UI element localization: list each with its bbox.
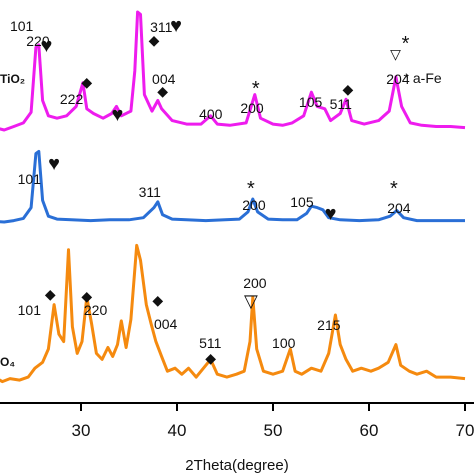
phase-marker: * bbox=[402, 33, 410, 55]
peak-label: 100 bbox=[272, 335, 296, 351]
phase-marker: * bbox=[252, 78, 260, 100]
peak-label: 215 bbox=[317, 317, 341, 333]
x-axis-title: 2Theta(degree) bbox=[185, 457, 288, 474]
x-tick-label: 50 bbox=[264, 421, 283, 440]
peak-label: 220 bbox=[84, 302, 108, 318]
phase-marker: ◆ bbox=[81, 288, 92, 304]
peak-label: 101 bbox=[18, 171, 42, 187]
x-tick-label: 30 bbox=[72, 421, 91, 440]
diffraction-trace-3 bbox=[0, 243, 466, 384]
phase-marker: * bbox=[247, 178, 255, 200]
x-tick-label: 60 bbox=[360, 421, 379, 440]
x-tick-label: 40 bbox=[168, 421, 187, 440]
phase-marker: ♥ bbox=[41, 35, 53, 57]
phase-marker: ◆ bbox=[81, 74, 92, 90]
peak-label: 400 bbox=[199, 106, 223, 122]
diffraction-trace-2 bbox=[0, 149, 465, 224]
peak-label: 311 bbox=[150, 19, 173, 35]
peak-label: 105 bbox=[290, 194, 314, 210]
peak-label: 204 bbox=[386, 71, 410, 87]
peak-label: 511 bbox=[199, 335, 222, 351]
peak-label: 311 bbox=[139, 184, 162, 200]
legend-fragment: ▽ bbox=[390, 46, 401, 62]
phase-marker: ◆ bbox=[205, 350, 216, 366]
peak-label: 105 bbox=[299, 94, 323, 110]
phase-marker: ◆ bbox=[149, 32, 160, 48]
phase-marker: ♥ bbox=[325, 203, 337, 225]
traces-layer bbox=[0, 10, 466, 384]
phase-marker: ▽ bbox=[244, 291, 258, 311]
phase-marker: ♥ bbox=[170, 15, 182, 37]
phase-marker: * bbox=[390, 178, 398, 200]
peak-label: 101 bbox=[18, 302, 42, 318]
x-tick-label: 70 bbox=[456, 421, 474, 440]
peak-label: 004 bbox=[154, 316, 178, 332]
phase-marker: ◆ bbox=[45, 286, 56, 302]
phase-marker: ♥ bbox=[48, 153, 60, 175]
x-axis: 30 40 50 60 70 bbox=[0, 402, 474, 440]
peak-label: 200 bbox=[242, 197, 266, 213]
legend-fragment: * a-Fe bbox=[404, 70, 442, 86]
diffraction-trace-1 bbox=[0, 10, 466, 132]
phase-marker: ◆ bbox=[157, 83, 168, 99]
peak-label: 004 bbox=[152, 71, 176, 87]
markers-layer: ♥♥♥♥♥◆◆◆ ◆◆ ◆ ◆◆*** *▽ bbox=[41, 15, 410, 366]
sample-label: TiO₂ bbox=[0, 72, 25, 86]
peak-label: 200 bbox=[243, 275, 267, 291]
phase-marker: ◆ bbox=[342, 81, 353, 97]
peak-label: 511 bbox=[330, 96, 353, 112]
peak-label: 204 bbox=[387, 200, 411, 216]
phase-marker: ♥ bbox=[112, 104, 124, 126]
peak-label: 200 bbox=[240, 100, 264, 116]
phase-marker: ◆ bbox=[152, 292, 163, 308]
peak-label: 222 bbox=[60, 91, 84, 107]
peak-label: 101 bbox=[10, 18, 34, 34]
sample-label: O₄ bbox=[0, 355, 15, 369]
peak-label: 220 bbox=[26, 33, 50, 49]
